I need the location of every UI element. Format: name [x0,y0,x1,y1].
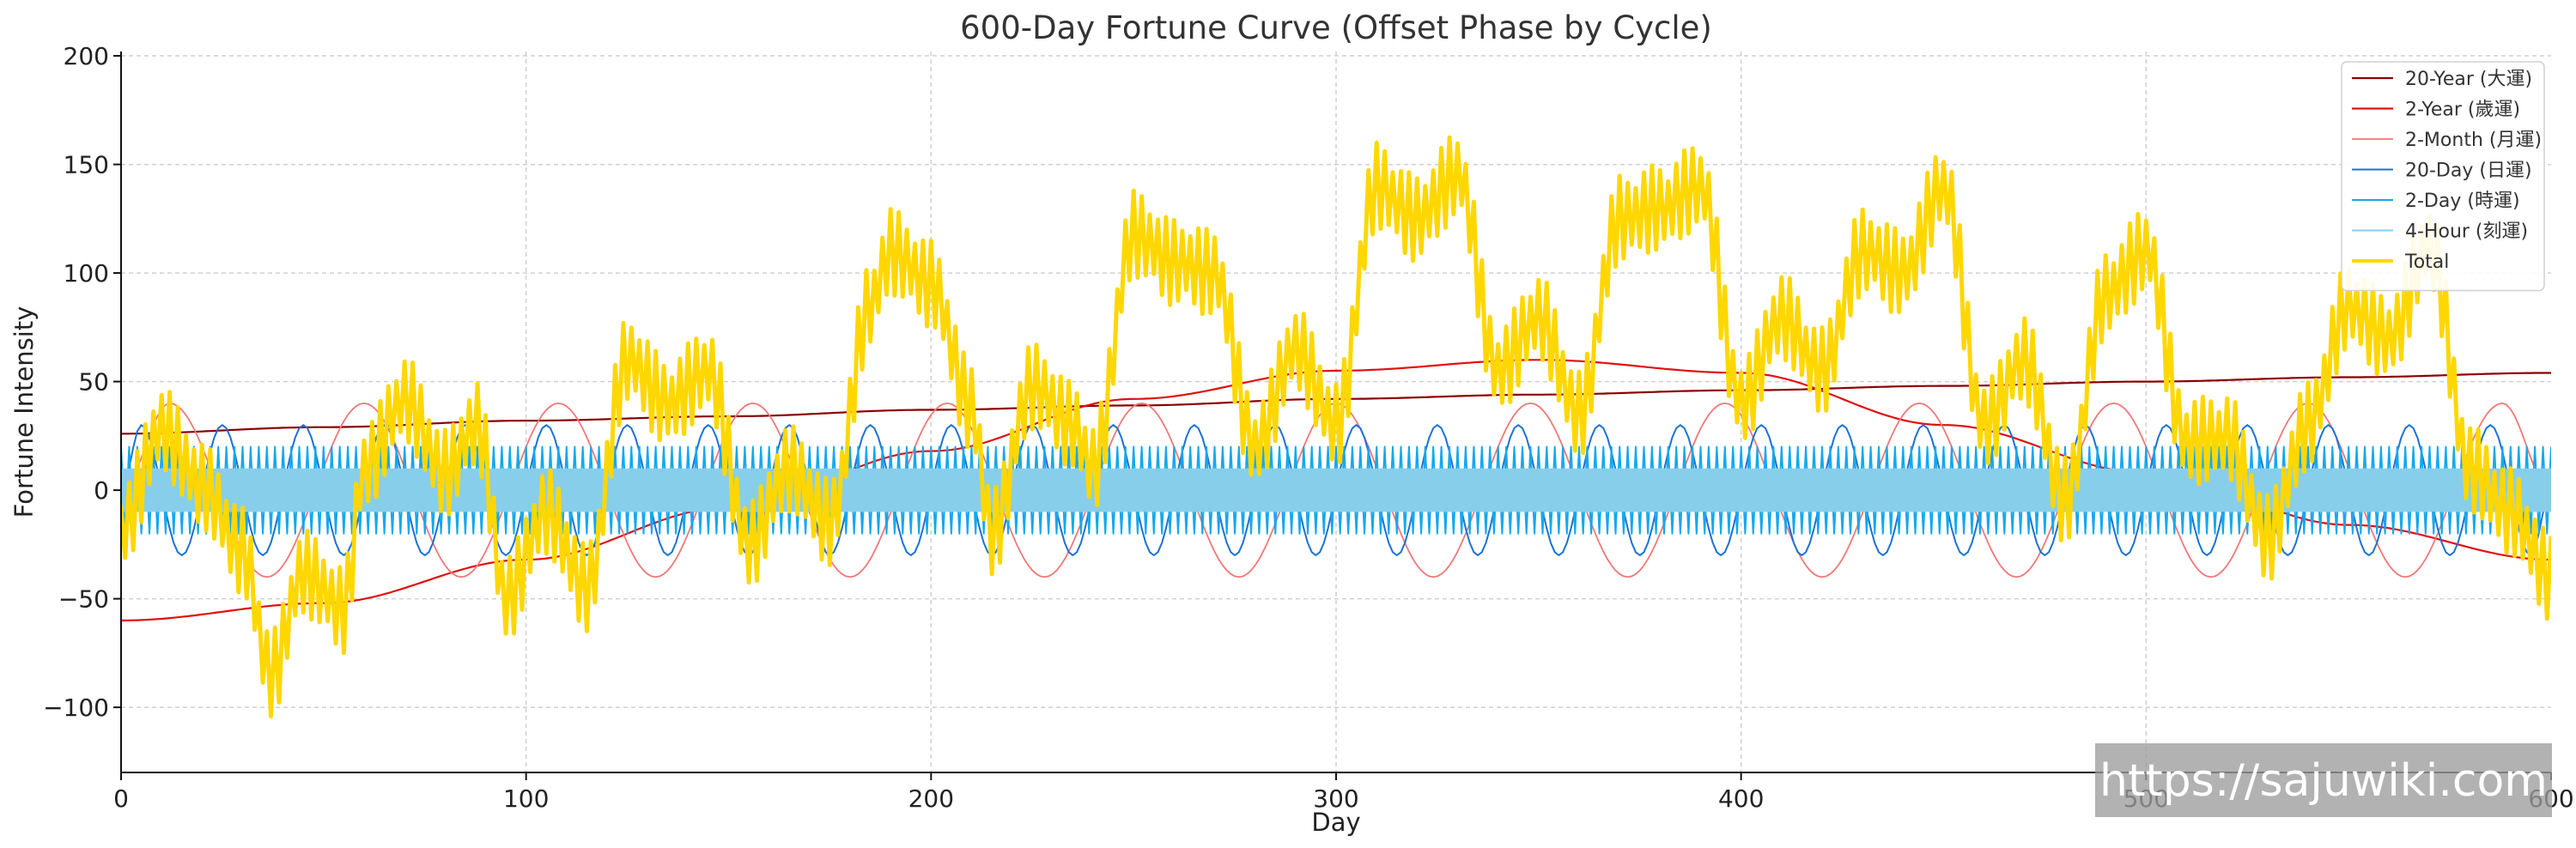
y-tick-label: 200 [64,42,109,70]
series-line [121,445,2551,535]
watermark: https://sajuwiki.com [2095,743,2552,817]
y-axis-label: Fortune Intensity [9,306,39,518]
x-tick-label: 200 [908,784,954,813]
watermark-box [2095,743,2552,817]
legend-label: 20-Year (大運) [2405,69,2532,90]
legend-label: 2-Month (月運) [2405,130,2542,151]
x-axis-label: Day [1311,808,1360,837]
x-tick-label: 100 [503,784,549,813]
y-tick-label: 100 [64,259,109,288]
y-tick-label: −50 [58,585,109,614]
series-band [121,468,2551,512]
series-line [121,135,2551,718]
y-tick-label: 50 [78,368,109,397]
x-tick-label: 0 [113,784,129,813]
x-tick-label: 300 [1313,784,1358,813]
legend-label: Total [2404,251,2449,273]
legend-frame [2341,61,2545,292]
y-tick-label: 0 [94,476,109,505]
y-tick-label: −100 [43,694,109,722]
legend-label: 4-Hour (刻運) [2405,221,2528,243]
watermark-text: https://sajuwiki.com [2099,755,2548,807]
legend: 20-Year (大運) 2-Year (歲運) 2-Month (月運) 20-Da… [2341,61,2545,292]
legend-label: 20-Day (日運) [2405,161,2532,182]
y-tick-label: 150 [64,151,109,179]
legend-label: 2-Day (時運) [2405,191,2520,212]
y-axis-ticks: −100 −50 0 50 100 150 200 [43,42,121,722]
chart-title: 600-Day Fortune Curve (Offset Phase by C… [960,9,1712,46]
plot-area [121,135,2551,718]
legend-label: 2-Year (歲運) [2405,100,2520,121]
x-tick-label: 400 [1718,784,1764,813]
